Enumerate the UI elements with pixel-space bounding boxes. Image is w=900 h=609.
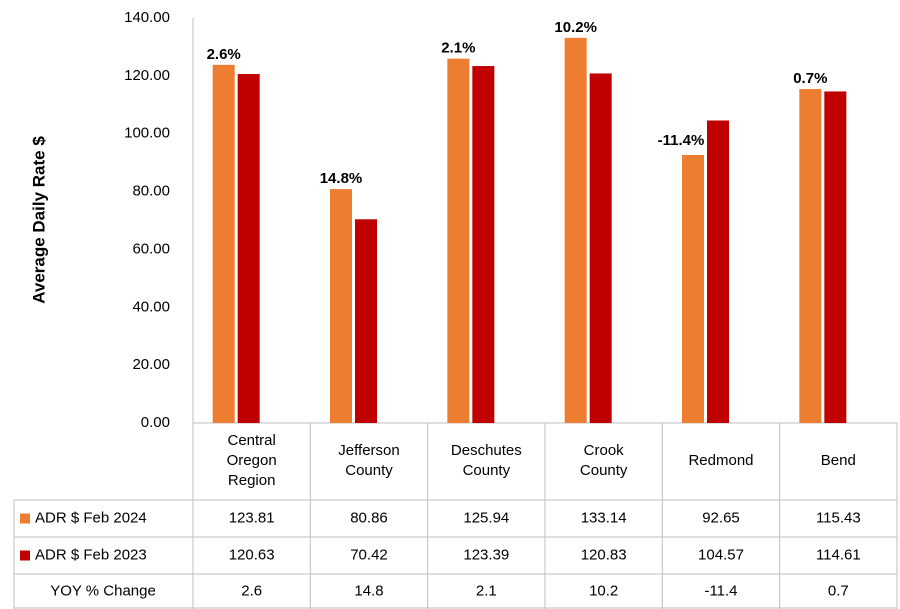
table-cell: -11.4	[704, 582, 737, 599]
bar	[472, 66, 495, 423]
data-label: 0.7%	[793, 70, 827, 87]
legend-swatch	[20, 513, 30, 524]
y-tick-label: 0.00	[141, 414, 170, 431]
table-cell: 10.2	[589, 582, 618, 599]
bar	[589, 73, 612, 424]
table-cell: 114.61	[816, 546, 861, 563]
table-cell: 104.57	[698, 546, 744, 563]
y-tick-label: 100.00	[124, 125, 170, 142]
bar	[707, 120, 729, 423]
y-axis-label: Average Daily Rate $	[29, 136, 48, 304]
legend-label: ADR $ Feb 2023	[35, 546, 147, 563]
bar	[799, 89, 822, 423]
data-label: 2.6%	[207, 46, 241, 63]
data-label: 2.1%	[441, 40, 475, 57]
y-tick-label: 120.00	[124, 67, 170, 84]
data-label: 10.2%	[554, 19, 597, 36]
bar	[824, 91, 847, 423]
x-tick-label: Bend	[821, 452, 856, 469]
bar	[212, 64, 235, 423]
data-label: -11.4%	[658, 132, 705, 149]
data-label: 14.8%	[320, 170, 363, 187]
row-label: YOY % Change	[50, 582, 156, 599]
legend-label: ADR $ Feb 2024	[35, 509, 147, 526]
y-tick-label: 80.00	[132, 183, 170, 200]
table-cell: 2.1	[476, 582, 497, 599]
table-cell: 120.83	[581, 546, 627, 563]
x-tick-label: Crook County	[580, 442, 628, 479]
table-cell: 125.94	[463, 509, 509, 526]
y-tick-label: 140.00	[124, 9, 170, 26]
x-tick-label: Redmond	[688, 452, 753, 469]
bar	[330, 189, 352, 423]
bar	[355, 219, 377, 423]
x-tick-label: Deschutes County	[451, 442, 522, 479]
y-tick-label: 40.00	[132, 298, 170, 315]
legend-swatch	[20, 550, 30, 561]
table-cell: 120.63	[229, 546, 275, 563]
x-tick-label: Central Oregon Region	[227, 432, 277, 489]
table-cell: 123.81	[229, 509, 275, 526]
table-cell: 0.7	[828, 582, 849, 599]
table-cell: 80.86	[350, 509, 388, 526]
x-tick-label: Jefferson County	[338, 442, 399, 479]
table-cell: 123.39	[463, 546, 509, 563]
table-cell: 14.8	[354, 582, 383, 599]
bar	[682, 154, 704, 423]
table-cell: 92.65	[702, 509, 740, 526]
table-cell: 115.43	[816, 509, 861, 526]
table-cell: 2.6	[241, 582, 262, 599]
table-cell: 133.14	[581, 509, 627, 526]
bar	[237, 74, 260, 424]
bar	[564, 37, 587, 423]
bar	[447, 58, 470, 423]
y-tick-label: 60.00	[132, 240, 170, 257]
y-tick-label: 20.00	[132, 356, 170, 373]
table-cell: 70.42	[350, 546, 388, 563]
